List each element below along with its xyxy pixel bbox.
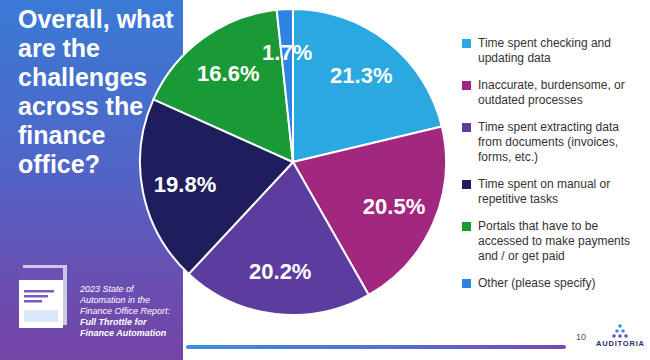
legend-swatch <box>462 39 471 48</box>
legend-swatch <box>462 123 471 132</box>
legend-swatch <box>462 81 471 90</box>
cover-line <box>24 300 42 303</box>
logo-dot <box>618 324 622 328</box>
cover-front <box>19 268 63 328</box>
logo-dot <box>624 334 628 338</box>
legend-label: Time spent on manual or repetitive tasks <box>478 177 640 207</box>
cover-line <box>24 290 54 293</box>
report-subtitle: Full Throttle for Finance Automation <box>80 317 166 338</box>
logo-dot <box>615 329 619 333</box>
legend-entry: Other (please specify) <box>462 276 642 291</box>
legend-label: Time spent extracting data from document… <box>478 120 640 165</box>
data-label: 1.7% <box>262 40 312 65</box>
cover-image <box>24 310 58 322</box>
logo-icon <box>612 324 628 338</box>
legend-entry: Portals that have to be accessed to make… <box>462 219 642 264</box>
legend-entry: Inaccurate, burdensome, or outdated proc… <box>462 78 642 108</box>
data-label: 16.6% <box>197 61 259 86</box>
legend-label: Other (please specify) <box>478 276 640 291</box>
report-name: 2023 State of Automation in the Finance … <box>80 284 170 316</box>
legend-swatch <box>462 279 471 288</box>
page-number: 10 <box>576 332 586 342</box>
cover-line <box>24 295 48 298</box>
pie-slice <box>153 10 293 162</box>
report-cover <box>14 262 74 332</box>
report-caption: 2023 State of Automation in the Finance … <box>80 284 180 339</box>
progress-bar <box>186 345 566 349</box>
legend: Time spent checking and updating data Ina… <box>462 36 642 291</box>
legend-entry: Time spent checking and updating data <box>462 36 642 66</box>
slide: Overall, what are the challenges across … <box>0 0 650 360</box>
data-labels: 21.3% 20.5% 20.2% 19.8% 16.6%1.7% <box>154 40 425 284</box>
logo-dot <box>612 334 616 338</box>
legend-swatch <box>462 180 471 189</box>
data-label: 19.8% <box>154 172 216 197</box>
logo-dot <box>621 329 625 333</box>
legend-entry: Time spent extracting data from document… <box>462 120 642 165</box>
logo-text: AUDITORIA <box>596 339 645 348</box>
pie-slice <box>277 9 293 162</box>
cover-band <box>19 268 63 280</box>
legend-label: Time spent checking and updating data <box>478 36 640 66</box>
logo-dot <box>618 334 622 338</box>
pie <box>140 9 446 315</box>
legend-label: Portals that have to be accessed to make… <box>478 219 640 264</box>
data-label: 21.3% <box>330 63 392 88</box>
data-label: 20.2% <box>249 259 311 284</box>
legend-swatch <box>462 222 471 231</box>
legend-entry: Time spent on manual or repetitive tasks <box>462 177 642 207</box>
legend-label: Inaccurate, burdensome, or outdated proc… <box>478 78 640 108</box>
data-label: 20.5% <box>363 194 425 219</box>
